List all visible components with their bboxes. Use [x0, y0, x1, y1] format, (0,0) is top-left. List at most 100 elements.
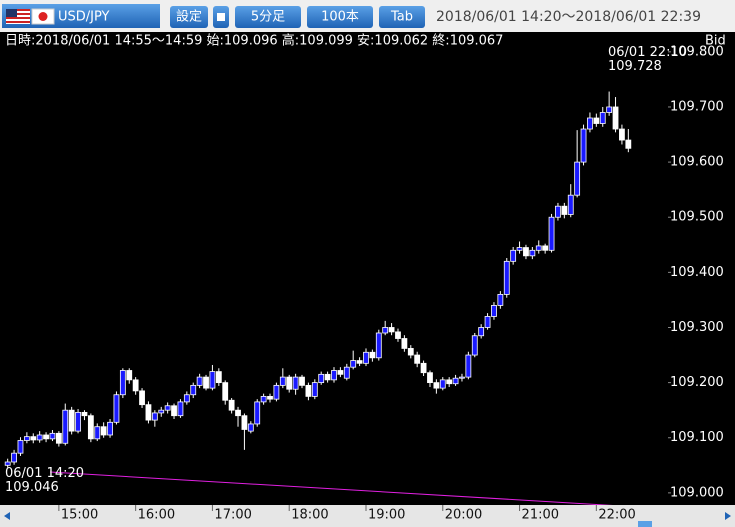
candle-body [4, 461, 11, 466]
x-tick-label: 18:00 [291, 508, 328, 523]
candle-body [215, 371, 222, 384]
candle-body [299, 376, 305, 386]
candle-body [369, 351, 376, 359]
date-range: 2018/06/01 14:20～2018/06/01 22:39 [436, 9, 701, 25]
low-annotation-time: 06/01 14:20 [5, 466, 84, 481]
candle-body [350, 360, 357, 368]
candle-body [324, 373, 331, 381]
candle-body [126, 370, 133, 381]
price-type: Bid [705, 34, 726, 49]
candle-body [548, 216, 555, 251]
candle-body [196, 376, 203, 386]
candle-body [254, 401, 261, 425]
candle-body [247, 423, 254, 432]
x-axis-bar [0, 505, 735, 527]
candle-body [587, 117, 593, 130]
candle-body [420, 362, 427, 374]
y-tick-label: 109.500 [670, 210, 724, 225]
button-label: Tab [390, 10, 413, 25]
x-tick-label: 17:00 [214, 508, 251, 523]
candle-body [81, 411, 88, 417]
settings-button[interactable] [170, 6, 208, 28]
y-tick-label: 109.600 [670, 155, 724, 170]
candle-body [235, 409, 241, 417]
candle-body [203, 376, 209, 389]
candle-body [164, 405, 171, 411]
candle-body [567, 194, 574, 215]
candle-body [503, 260, 510, 295]
candle-body [612, 106, 619, 130]
candle-body [318, 373, 325, 384]
candle-body [471, 335, 478, 356]
candle-body [55, 432, 62, 444]
candle-body [593, 117, 600, 124]
candle-body [171, 405, 177, 417]
x-tick-label: 15:00 [61, 508, 98, 523]
candle-body [228, 399, 235, 411]
candle-body [49, 432, 56, 440]
y-tick-label: 109.100 [670, 430, 724, 445]
candle-body [478, 327, 485, 337]
candle-body [75, 411, 81, 432]
candle-body [292, 376, 299, 390]
candle-body [311, 382, 318, 397]
tab-button[interactable] [379, 6, 425, 28]
candle-body [286, 376, 293, 390]
candle-body [107, 421, 113, 436]
candle-body [11, 452, 17, 463]
candle-body [331, 370, 337, 381]
candle-body [113, 394, 120, 423]
scroll-left[interactable] [4, 512, 10, 520]
candle-info: 日時:2018/06/01 14:55～14:59 始:109.096 高:10… [5, 33, 503, 49]
candle-body [119, 370, 126, 396]
candle-body [529, 249, 536, 257]
candle-body [561, 205, 568, 215]
candle-body [427, 372, 433, 384]
high-annotation-value: 109.728 [608, 59, 662, 74]
candle-body [356, 360, 363, 364]
candle-body [580, 128, 587, 163]
scroll-right[interactable] [725, 512, 731, 520]
candle-body [363, 351, 369, 364]
x-tick-label: 19:00 [368, 508, 405, 523]
high-annotation-time: 06/01 22:10 [608, 45, 687, 60]
candle-body [414, 354, 421, 364]
candle-body [433, 382, 440, 389]
candle-body [267, 395, 273, 400]
candle-body [606, 106, 613, 113]
candle-body [222, 382, 229, 401]
candle-body [87, 415, 94, 440]
scroll-thumb[interactable] [638, 521, 652, 527]
candle-body [497, 294, 504, 306]
candle-body [375, 332, 382, 359]
plot-area [0, 32, 735, 505]
candle-body [446, 379, 453, 385]
low-annotation-value: 109.046 [5, 480, 59, 495]
candle-body [407, 348, 414, 356]
candle-body [516, 247, 523, 251]
count-button[interactable] [307, 6, 373, 28]
candle-body [343, 366, 350, 379]
candle-body [619, 128, 625, 141]
candle-body [535, 245, 542, 251]
flag-jp [31, 8, 55, 25]
candle-body [401, 338, 408, 349]
x-tick-label: 20:00 [445, 508, 482, 523]
candle-body [599, 112, 606, 124]
candle-body [94, 426, 101, 440]
candle-body [23, 436, 30, 441]
y-tick-label: 109.400 [670, 265, 724, 280]
timeframe-button[interactable] [235, 6, 301, 28]
candle-body [209, 371, 216, 389]
candle-body [465, 354, 472, 378]
candle-body [241, 415, 248, 430]
candle-body [510, 249, 517, 262]
y-tick-label: 109.300 [670, 320, 724, 335]
candle-body [625, 139, 632, 149]
candle-body [62, 409, 69, 444]
candle-body [68, 409, 75, 432]
x-tick-label: 22:00 [598, 508, 635, 523]
candle-body [305, 384, 312, 397]
